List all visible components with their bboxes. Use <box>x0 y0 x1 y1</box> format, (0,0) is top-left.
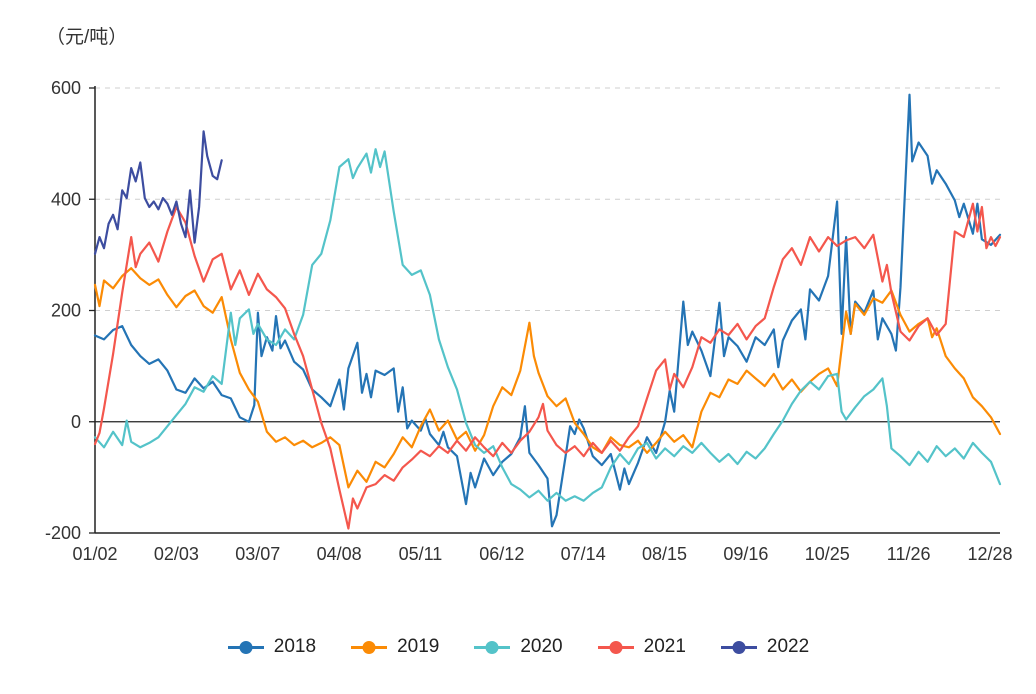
legend-label: 2019 <box>397 636 440 657</box>
series-line-2018 <box>93 93 1002 528</box>
x-tick-label: 07/14 <box>561 544 606 564</box>
legend-line-dot-icon <box>227 640 264 654</box>
legend-item-2020[interactable]: 2020 <box>473 636 563 658</box>
legend-line-dot-icon <box>720 640 757 654</box>
legend-line-dot-icon <box>597 640 634 654</box>
x-tick-label: 09/16 <box>723 544 768 564</box>
y-tick-label: 600 <box>51 78 81 98</box>
x-tick-label: 01/02 <box>72 544 117 564</box>
legend-item-2019[interactable]: 2019 <box>350 636 439 658</box>
x-tick-label: 11/26 <box>887 544 931 564</box>
y-tick-label: 200 <box>51 301 81 321</box>
x-tick-label: 12/28 <box>967 544 1012 564</box>
legend-line-dot-icon <box>474 640 511 654</box>
x-tick-label: 02/03 <box>154 544 199 564</box>
y-tick-label: -200 <box>45 523 81 543</box>
series-line-2019 <box>93 267 1002 489</box>
chart-legend: 2018 2019 2020 2021 2022 <box>0 636 1036 658</box>
x-tick-label: 10/25 <box>805 544 850 564</box>
x-tick-label: 03/07 <box>235 544 280 564</box>
series-line-2021 <box>93 202 1002 530</box>
legend-label: 2022 <box>766 636 810 657</box>
legend-item-2018[interactable]: 2018 <box>227 636 316 658</box>
legend-item-2022[interactable]: 2022 <box>720 636 809 658</box>
y-tick-label: 400 <box>51 189 81 209</box>
legend-line-dot-icon <box>351 640 388 654</box>
series-line-2020 <box>93 148 1002 502</box>
series-line-2022 <box>93 130 223 255</box>
legend-item-2021[interactable]: 2021 <box>597 636 686 658</box>
x-tick-label: 05/11 <box>399 544 443 564</box>
x-tick-label: 08/15 <box>642 544 687 564</box>
legend-label: 2021 <box>643 636 686 657</box>
legend-label: 2020 <box>520 636 563 657</box>
x-tick-label: 06/12 <box>479 544 524 564</box>
legend-label: 2018 <box>273 636 317 657</box>
x-tick-label: 04/08 <box>317 544 362 564</box>
y-axis-unit-label: （元/吨） <box>46 27 128 48</box>
y-tick-label: 0 <box>71 412 81 432</box>
